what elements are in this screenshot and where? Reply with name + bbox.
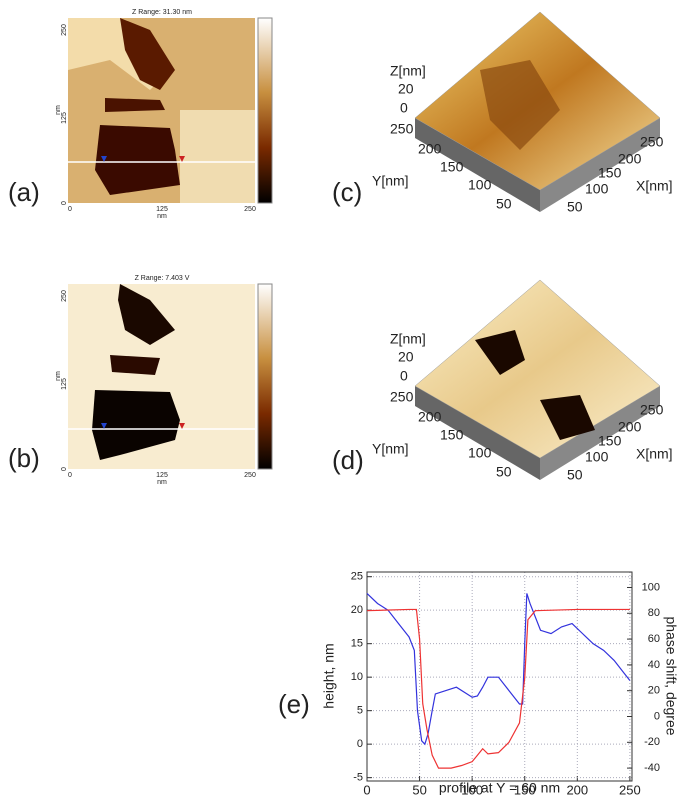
x-tick-label: 200	[566, 782, 588, 795]
y-tick-label: 10	[351, 671, 363, 683]
x-tick-label: 250	[619, 782, 641, 795]
x-title: X[nm]	[636, 446, 673, 462]
afm-image-b	[68, 284, 272, 469]
afm-image-a	[68, 18, 272, 203]
z-range: Z Range: 31.30 nm	[132, 9, 192, 16]
y-title: Y[nm]	[372, 441, 409, 457]
y-tick-label: 25	[351, 571, 363, 583]
y2-tick-label: 80	[648, 607, 660, 619]
x-tick-label: 125	[156, 206, 168, 213]
y2-tick-label: 100	[642, 581, 660, 593]
x-unit: nm	[157, 479, 167, 486]
z-title: Z[nm]	[390, 63, 426, 79]
y-tick-label: 150	[440, 427, 464, 443]
z-tick-label: 20	[398, 81, 414, 97]
z-tick-label: 0	[400, 100, 408, 116]
y-tick-label: 100	[468, 445, 492, 461]
series-line	[367, 593, 630, 744]
y-tick-label: 150	[440, 159, 464, 175]
x-tick-label: 150	[598, 165, 622, 181]
y2-axis-title: phase shift, degree	[663, 616, 679, 735]
x-tick-label: 200	[618, 151, 642, 167]
surface-3d-d	[415, 280, 660, 480]
y-tick-label: 100	[468, 177, 492, 193]
y2-tick-label: 40	[648, 659, 660, 671]
panel-label: (b)	[8, 443, 40, 473]
x-tick-label: 250	[640, 134, 664, 150]
y-tick-label: 20	[351, 604, 363, 616]
page: 050100150200250-50510152025-40-200204060…	[0, 0, 683, 795]
x-tick-label: 250	[244, 206, 256, 213]
x-tick-label: 250	[640, 402, 664, 418]
x-title: X[nm]	[636, 178, 673, 194]
y-tick-label: 125	[61, 378, 68, 390]
y-tick-label: 250	[390, 121, 414, 137]
y-tick-label: 250	[390, 389, 414, 405]
panel-label: (d)	[332, 445, 364, 475]
y-tick-label: 15	[351, 638, 363, 650]
surface-3d-c	[415, 12, 660, 212]
y-tick-label: 5	[357, 705, 363, 717]
x-tick-label: 0	[68, 472, 72, 479]
x-tick-label: 0	[68, 206, 72, 213]
y2-tick-label: 60	[648, 633, 660, 645]
panel-label: (e)	[278, 689, 310, 719]
x-tick-label: 100	[585, 181, 609, 197]
x-tick-label: 0	[363, 782, 370, 795]
y-tick-label: 200	[418, 409, 442, 425]
y2-tick-label: 0	[654, 710, 660, 722]
x-tick-label: 150	[598, 433, 622, 449]
y2-tick-label: -40	[644, 762, 660, 774]
y2-tick-label: 20	[648, 685, 660, 697]
x-tick-label: 250	[244, 472, 256, 479]
y-tick-label: 50	[496, 464, 512, 480]
plot-frame	[367, 572, 632, 781]
x-tick-label: 50	[567, 199, 583, 215]
x-tick-label: 50	[567, 467, 583, 483]
x-unit: nm	[157, 213, 167, 220]
y-tick-label: 125	[61, 112, 68, 124]
x-axis-title: profile at Y = 60 nm	[439, 780, 560, 795]
figure: 050100150200250-50510152025-40-200204060…	[0, 0, 683, 795]
y-tick-label: 50	[496, 196, 512, 212]
x-tick-label: 125	[156, 472, 168, 479]
z-range: Z Range: 7.403 V	[135, 275, 190, 282]
panel-label: (a)	[8, 177, 40, 207]
x-tick-label: 50	[412, 782, 426, 795]
z-tick-label: 0	[400, 368, 408, 384]
y-tick-label: -5	[353, 772, 363, 784]
panel-label: (c)	[332, 177, 362, 207]
y-tick-label: 0	[357, 738, 363, 750]
y2-tick-label: -20	[644, 736, 660, 748]
y-tick-label: 250	[61, 24, 68, 36]
y-tick-label: 0	[61, 467, 68, 471]
y-axis-title: height, nm	[321, 643, 337, 708]
z-tick-label: 20	[398, 349, 414, 365]
y-title: Y[nm]	[372, 173, 409, 189]
x-tick-label: 200	[618, 419, 642, 435]
z-title: Z[nm]	[390, 331, 426, 347]
y-tick-label: 200	[418, 141, 442, 157]
y-tick-label: 0	[61, 201, 68, 205]
y-tick-label: 250	[61, 290, 68, 302]
x-tick-label: 100	[585, 449, 609, 465]
